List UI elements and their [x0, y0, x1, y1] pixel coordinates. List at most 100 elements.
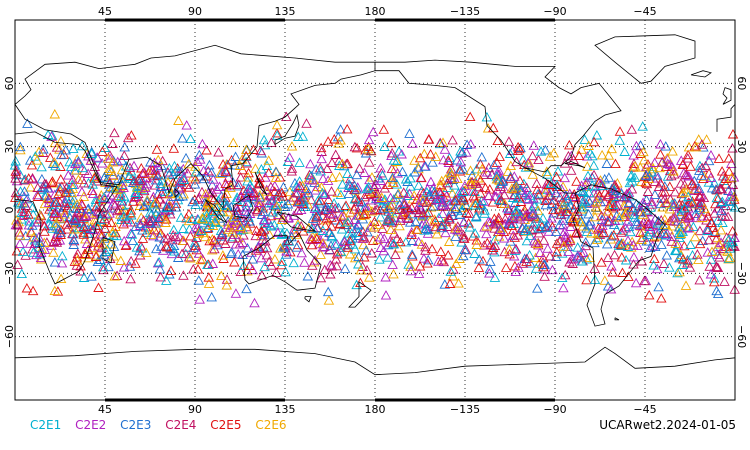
occultation-marker: [454, 209, 466, 219]
occultation-marker: [10, 155, 21, 166]
occultation-marker: [387, 172, 398, 183]
occultation-marker: [178, 188, 189, 199]
lon-tick-bottom: −135: [450, 403, 480, 416]
occultation-marker: [429, 186, 440, 197]
occultation-marker: [190, 240, 202, 251]
occultation-marker: [99, 172, 110, 182]
occultation-marker: [278, 241, 289, 252]
occultation-marker: [385, 224, 397, 235]
occultation-marker: [193, 228, 204, 238]
lon-tick-top: 90: [188, 5, 202, 18]
occultation-marker: [105, 238, 117, 249]
occultation-marker: [375, 162, 386, 173]
occultation-marker: [39, 178, 51, 189]
occultation-marker: [430, 216, 441, 226]
occultation-marker: [322, 286, 334, 297]
occultation-marker: [203, 278, 215, 288]
occultation-marker: [577, 203, 588, 214]
occultation-marker: [220, 192, 231, 202]
occultation-marker: [252, 243, 264, 253]
occultation-marker: [631, 218, 643, 229]
occultation-marker: [430, 151, 441, 161]
occultation-marker: [667, 146, 678, 156]
occultation-marker: [125, 228, 136, 238]
occultation-marker: [551, 246, 563, 257]
occultation-marker: [307, 260, 318, 270]
occultation-marker: [538, 261, 549, 272]
occultation-marker: [434, 186, 446, 197]
occultation-marker: [59, 209, 70, 219]
occultation-marker: [481, 111, 493, 122]
occultation-marker: [387, 259, 398, 269]
occultation-marker: [657, 187, 668, 197]
occultation-marker: [669, 169, 680, 179]
occultation-marker: [80, 210, 92, 221]
occultation-marker: [382, 252, 393, 262]
occultation-marker: [55, 135, 67, 146]
occultation-marker: [272, 193, 284, 203]
occultation-marker: [722, 211, 734, 221]
occultation-marker: [588, 169, 600, 180]
occultation-marker: [102, 210, 114, 220]
occultation-marker: [475, 188, 486, 198]
occultation-marker: [36, 247, 47, 257]
occultation-marker: [387, 174, 399, 184]
occultation-marker: [263, 197, 275, 208]
occultation-marker: [166, 248, 178, 259]
occultation-marker: [139, 167, 150, 177]
occultation-marker: [717, 211, 728, 222]
occultation-marker: [715, 237, 727, 247]
occultation-marker: [307, 213, 319, 223]
occultation-marker: [127, 235, 138, 246]
occultation-marker: [234, 221, 246, 231]
occultation-marker: [627, 202, 638, 213]
occultation-marker: [679, 179, 690, 190]
occultation-marker: [447, 270, 459, 281]
lat-tick-right: 60: [735, 76, 748, 90]
occultation-marker: [727, 128, 739, 139]
occultation-marker: [258, 134, 270, 145]
occultation-marker: [604, 215, 615, 226]
occultation-marker: [201, 206, 212, 216]
occultation-marker: [422, 258, 433, 268]
occultation-marker: [723, 234, 735, 244]
occultation-marker: [220, 166, 232, 177]
occultation-marker: [696, 139, 708, 149]
occultation-marker: [222, 206, 234, 217]
occultation-marker: [286, 141, 298, 151]
occultation-marker: [226, 231, 238, 242]
occultation-marker: [201, 144, 212, 155]
occultation-marker: [125, 255, 137, 266]
occultation-marker: [595, 178, 606, 189]
occultation-marker: [255, 252, 267, 263]
occultation-marker: [548, 178, 559, 189]
occultation-marker: [639, 275, 650, 286]
occultation-marker: [646, 196, 658, 207]
occultation-marker: [464, 222, 476, 232]
occultation-marker: [656, 293, 667, 303]
occultation-marker: [181, 120, 192, 130]
occultation-marker: [183, 215, 195, 226]
occultation-marker: [526, 203, 538, 213]
occultation-marker: [382, 214, 394, 225]
occultation-marker: [314, 198, 325, 208]
occultation-marker: [353, 196, 364, 206]
occultation-marker: [529, 200, 540, 211]
occultation-marker: [207, 206, 218, 217]
occultation-marker: [577, 186, 588, 196]
occultation-marker: [504, 248, 515, 259]
occultation-marker: [458, 229, 469, 240]
occultation-marker: [559, 269, 571, 280]
occultation-marker: [375, 204, 386, 215]
occultation-marker: [562, 206, 573, 216]
occultation-marker: [394, 204, 405, 214]
occultation-marker: [231, 210, 242, 221]
occultation-marker: [444, 278, 456, 288]
occultation-marker: [118, 235, 130, 246]
occultation-marker: [288, 227, 300, 237]
occultation-marker: [661, 250, 673, 260]
occultation-marker: [120, 240, 132, 251]
lat-tick-left: 30: [3, 140, 16, 154]
occultation-marker: [472, 172, 484, 183]
occultation-marker: [411, 224, 422, 234]
